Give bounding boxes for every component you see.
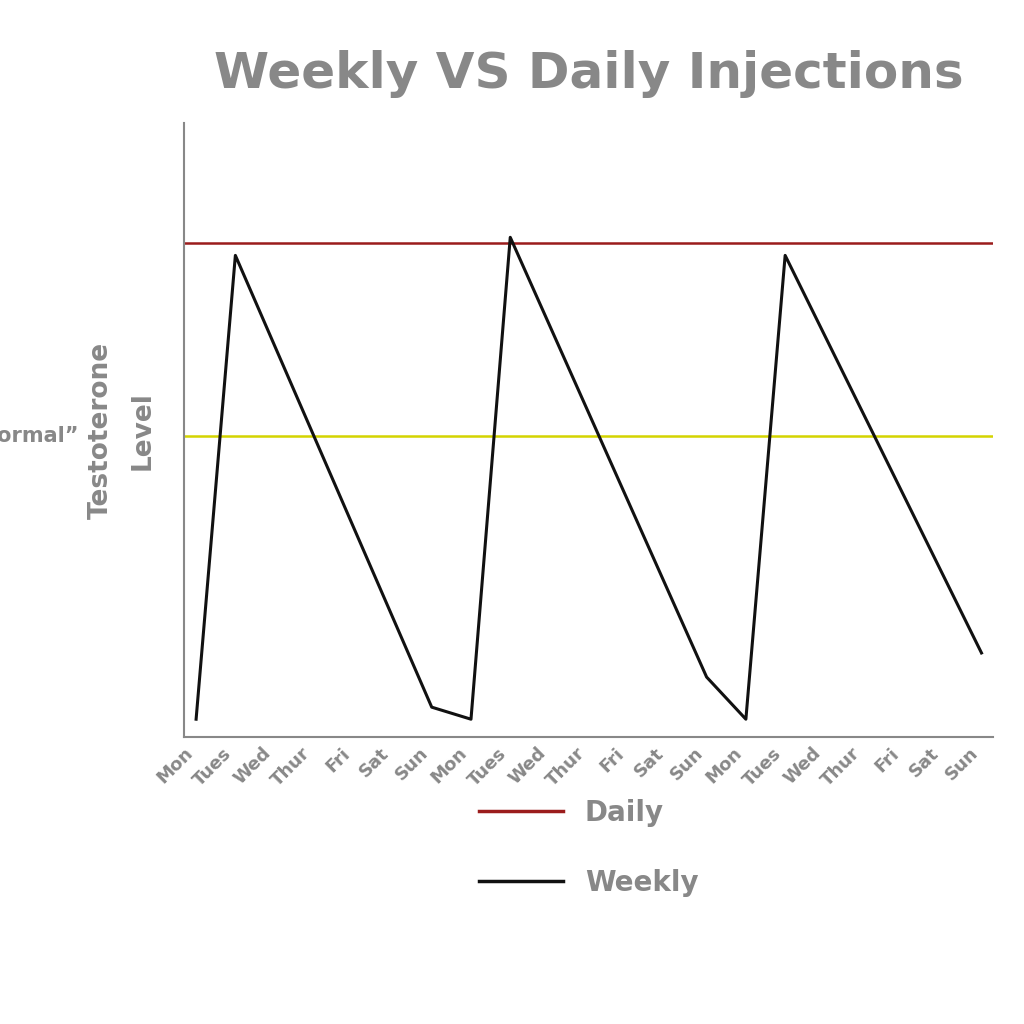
Title: Weekly VS Daily Injections: Weekly VS Daily Injections [214,50,964,98]
Text: “Normal”: “Normal” [0,426,79,446]
Legend: Daily, Weekly: Daily, Weekly [468,787,710,907]
Y-axis label: Testoterone
Level: Testoterone Level [88,342,156,518]
